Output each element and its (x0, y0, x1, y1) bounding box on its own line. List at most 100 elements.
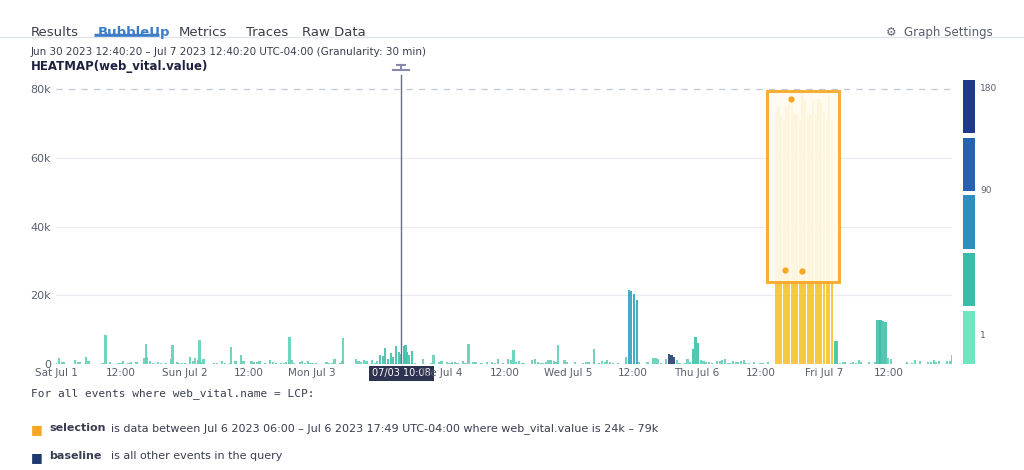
Bar (665, 359, 668, 364)
Bar (341, 361, 344, 364)
Bar (887, 358, 889, 364)
Bar (796, 115, 799, 364)
Bar (574, 362, 577, 364)
Bar (791, 92, 793, 364)
Bar (834, 341, 836, 364)
Bar (63, 362, 66, 364)
Bar (114, 363, 117, 364)
Bar (788, 102, 791, 364)
Bar (676, 360, 678, 364)
Bar (740, 361, 742, 364)
Text: Raw Data: Raw Data (302, 26, 366, 39)
Bar (638, 361, 640, 364)
Bar (181, 363, 183, 364)
Bar (686, 359, 688, 364)
Text: Traces: Traces (246, 26, 288, 39)
Bar (362, 360, 365, 364)
Bar (160, 363, 162, 364)
Bar (389, 353, 392, 364)
Bar (616, 363, 620, 364)
Bar (809, 115, 812, 364)
Bar (451, 362, 454, 364)
Bar (326, 362, 328, 364)
Bar (566, 362, 568, 364)
Bar (593, 349, 595, 364)
Bar (858, 360, 860, 364)
Bar (523, 363, 525, 364)
Bar (708, 362, 710, 364)
Bar (850, 363, 852, 364)
Bar (679, 363, 681, 364)
Bar (767, 362, 769, 364)
Bar (609, 362, 611, 364)
Bar (890, 360, 892, 364)
Bar (293, 363, 296, 364)
Bar (920, 361, 922, 364)
Bar (692, 349, 694, 364)
Bar (697, 344, 699, 364)
Bar (306, 361, 309, 364)
Bar (555, 362, 558, 364)
Bar (283, 363, 285, 364)
Text: ■: ■ (31, 451, 46, 464)
Bar (376, 361, 379, 364)
Bar (963, 138, 975, 191)
Bar (157, 362, 159, 364)
Bar (882, 321, 884, 364)
Point (776, 266, 793, 274)
Bar (737, 362, 739, 364)
Bar (502, 363, 504, 364)
Bar (60, 361, 62, 364)
Bar (497, 359, 499, 364)
Bar (963, 311, 975, 364)
Bar (507, 359, 509, 364)
Bar (291, 360, 293, 364)
Bar (223, 363, 226, 364)
Bar (440, 361, 442, 364)
Bar (689, 362, 691, 364)
Bar (777, 106, 779, 364)
Text: ⚙  Graph Settings: ⚙ Graph Settings (886, 26, 992, 39)
Bar (437, 362, 440, 364)
Bar (221, 360, 223, 364)
Text: selection: selection (49, 423, 105, 433)
Bar (309, 363, 311, 364)
Bar (106, 363, 109, 364)
Bar (868, 362, 870, 364)
Bar (553, 361, 555, 364)
Bar (946, 361, 948, 364)
Bar (143, 358, 145, 364)
Bar (657, 359, 659, 364)
Bar (732, 361, 734, 364)
Bar (611, 362, 613, 364)
Bar (963, 196, 975, 249)
Bar (465, 363, 467, 364)
Bar (582, 363, 585, 364)
Bar (512, 351, 515, 364)
Bar (684, 362, 686, 364)
Bar (77, 362, 79, 364)
Bar (742, 360, 744, 364)
Bar (545, 361, 547, 364)
Bar (199, 340, 201, 364)
Bar (636, 299, 638, 364)
Bar (144, 344, 147, 364)
Bar (342, 338, 344, 364)
Bar (467, 344, 470, 364)
Bar (402, 346, 406, 364)
Bar (879, 320, 882, 364)
Bar (702, 361, 705, 364)
Bar (492, 362, 494, 364)
Bar (400, 354, 402, 364)
Bar (646, 362, 648, 364)
Bar (240, 355, 242, 364)
Bar (885, 322, 887, 364)
Bar (785, 106, 787, 364)
Bar (299, 362, 301, 364)
Bar (839, 363, 841, 364)
Bar (264, 363, 266, 364)
Bar (256, 361, 258, 364)
Bar (253, 362, 255, 364)
Text: Results: Results (31, 26, 79, 39)
Bar (520, 362, 523, 364)
